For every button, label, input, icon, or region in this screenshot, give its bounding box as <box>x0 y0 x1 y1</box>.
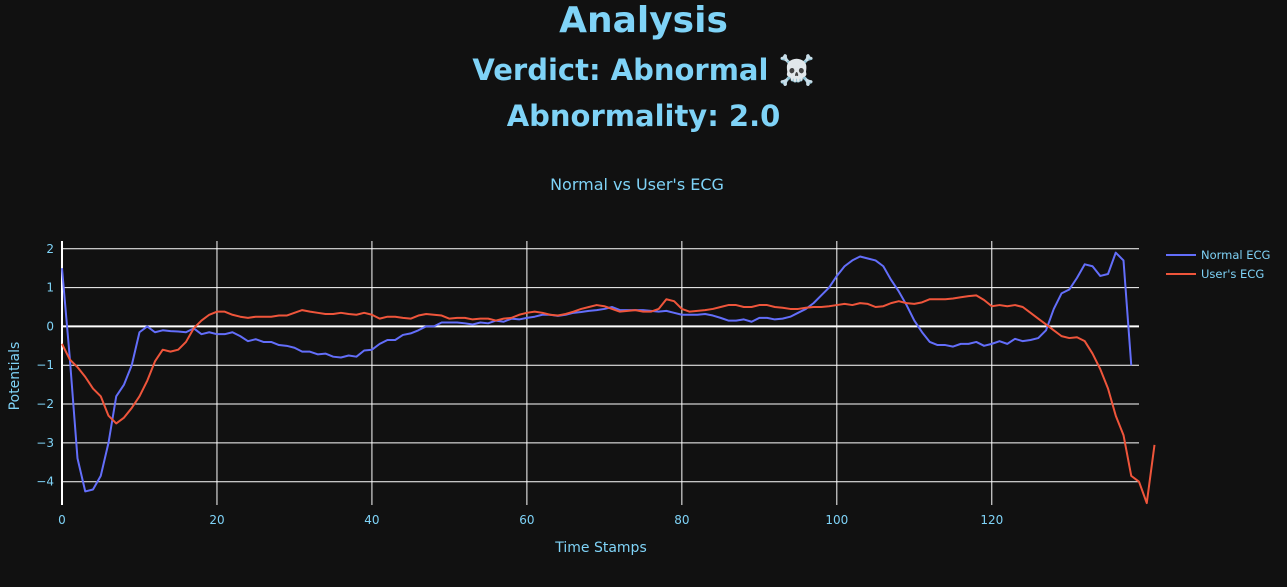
x-tick-label: 120 <box>980 513 1003 527</box>
x-tick-label: 80 <box>674 513 689 527</box>
grid <box>61 241 1139 505</box>
x-tick-label: 100 <box>825 513 848 527</box>
x-tick-label: 0 <box>58 513 66 527</box>
tick-labels: 0 20 40 60 80 100 120 2 1 0 −1 −2 −3 −4 <box>36 242 1003 527</box>
legend[interactable]: Normal ECG User's ECG <box>1166 248 1270 281</box>
x-axis-title: Time Stamps <box>554 540 647 556</box>
y-axis-title: Potentials <box>7 342 23 411</box>
legend-label: User's ECG <box>1201 267 1264 281</box>
verdict-heading: Verdict: Abnormal ☠️ <box>472 53 815 87</box>
legend-label: Normal ECG <box>1201 248 1270 262</box>
normal-ecg-line[interactable] <box>61 251 1133 493</box>
legend-item-user[interactable]: User's ECG <box>1166 267 1264 281</box>
x-tick-label: 40 <box>364 513 379 527</box>
x-tick-label: 60 <box>519 513 534 527</box>
page-title: Analysis <box>559 0 728 41</box>
x-tick-label: 20 <box>209 513 224 527</box>
chart-title: Normal vs User's ECG <box>550 175 724 194</box>
y-tick-label: 2 <box>46 242 54 256</box>
y-tick-label: −1 <box>36 358 54 372</box>
y-tick-label: −3 <box>36 436 54 450</box>
y-tick-label: −4 <box>36 475 54 489</box>
abnormality-heading: Abnormality: 2.0 <box>506 99 781 133</box>
y-tick-label: −2 <box>36 397 54 411</box>
y-tick-label: 1 <box>46 281 54 295</box>
user-ecg-line[interactable] <box>61 294 1156 505</box>
legend-item-normal[interactable]: Normal ECG <box>1166 248 1270 262</box>
y-tick-label: 0 <box>46 319 54 333</box>
plot-lines[interactable] <box>61 251 1156 505</box>
